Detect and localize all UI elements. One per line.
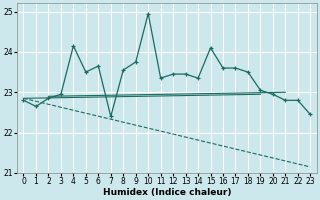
X-axis label: Humidex (Indice chaleur): Humidex (Indice chaleur)	[103, 188, 231, 197]
